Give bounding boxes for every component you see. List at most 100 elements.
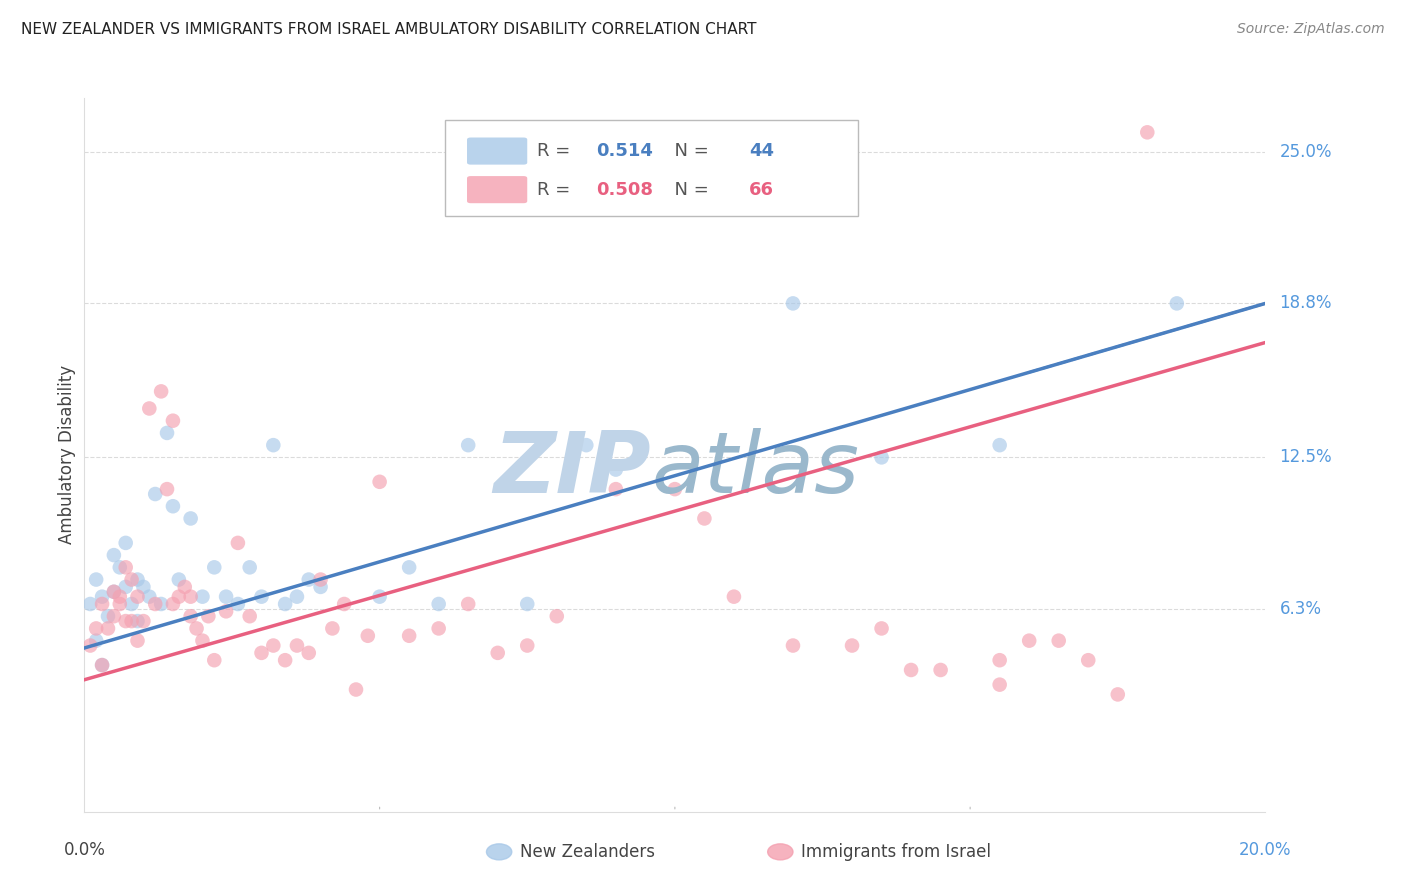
Y-axis label: Ambulatory Disability: Ambulatory Disability (58, 366, 76, 544)
Point (108, 590, 131, 604)
Point (180, 511, 202, 525)
Point (1018, 633, 1040, 648)
Point (344, 682, 367, 697)
Point (262, 639, 284, 653)
Point (457, 438, 479, 452)
Point (321, 622, 343, 636)
Point (127, 614, 149, 628)
Point (202, 653, 225, 667)
Text: R =: R = (537, 142, 575, 160)
Point (1077, 653, 1099, 667)
Point (605, 462, 627, 476)
Point (274, 597, 297, 611)
Point (132, 614, 155, 628)
Point (197, 609, 219, 624)
Point (202, 560, 225, 574)
Point (167, 590, 190, 604)
Point (91, 658, 114, 673)
Point (782, 296, 804, 310)
Point (333, 597, 356, 611)
Point (309, 573, 332, 587)
Text: N =: N = (664, 181, 714, 199)
Point (186, 622, 208, 636)
Text: ZIP: ZIP (494, 427, 651, 511)
Point (84, 633, 107, 648)
Point (368, 475, 391, 489)
Point (191, 633, 214, 648)
Point (664, 482, 686, 496)
FancyBboxPatch shape (467, 176, 527, 203)
Point (138, 401, 160, 416)
Point (97, 622, 120, 636)
Point (368, 590, 391, 604)
Point (108, 597, 131, 611)
Point (693, 511, 716, 525)
Point (605, 482, 627, 496)
Point (84, 573, 107, 587)
Point (457, 597, 479, 611)
Point (84, 622, 107, 636)
Point (150, 384, 173, 399)
Point (114, 614, 136, 628)
Point (1107, 687, 1129, 701)
Point (121, 614, 143, 628)
Point (180, 590, 202, 604)
Point (841, 639, 863, 653)
Point (114, 580, 136, 594)
Point (1136, 125, 1159, 139)
Point (127, 590, 149, 604)
Text: 25.0%: 25.0% (1279, 143, 1331, 161)
Point (162, 597, 184, 611)
Point (516, 597, 538, 611)
Point (427, 597, 450, 611)
Text: Immigrants from Israel: Immigrants from Israel (801, 843, 991, 861)
Point (103, 584, 125, 599)
Point (180, 609, 202, 624)
Point (162, 500, 184, 514)
Point (285, 590, 308, 604)
Point (309, 580, 332, 594)
Point (357, 629, 380, 643)
Point (114, 536, 136, 550)
Text: 0.508: 0.508 (596, 181, 652, 199)
Text: atlas: atlas (651, 427, 859, 511)
Point (298, 573, 321, 587)
Point (191, 590, 214, 604)
Point (723, 590, 745, 604)
Point (91, 597, 114, 611)
Point (226, 536, 249, 550)
Point (988, 438, 1011, 452)
Point (516, 639, 538, 653)
Point (173, 580, 195, 594)
Point (132, 580, 155, 594)
Point (575, 438, 598, 452)
Point (988, 653, 1011, 667)
Text: 0.514: 0.514 (596, 142, 652, 160)
FancyBboxPatch shape (467, 137, 527, 165)
Point (1166, 296, 1188, 310)
Point (398, 560, 420, 574)
Point (143, 487, 166, 501)
Point (782, 639, 804, 653)
Point (215, 604, 238, 618)
Text: N =: N = (664, 142, 714, 160)
Point (239, 560, 262, 574)
Point (127, 573, 149, 587)
Point (427, 622, 450, 636)
Point (97, 609, 120, 624)
Point (262, 438, 284, 452)
Point (298, 646, 321, 660)
Point (121, 573, 143, 587)
Point (156, 425, 179, 440)
Point (121, 597, 143, 611)
Text: Source: ZipAtlas.com: Source: ZipAtlas.com (1237, 22, 1385, 37)
Point (239, 609, 262, 624)
Point (143, 597, 166, 611)
Point (274, 653, 297, 667)
Text: R =: R = (537, 181, 575, 199)
Point (870, 622, 893, 636)
Point (167, 573, 190, 587)
Text: 12.5%: 12.5% (1279, 449, 1333, 467)
Text: 18.8%: 18.8% (1279, 294, 1331, 312)
Text: New Zealanders: New Zealanders (520, 843, 655, 861)
